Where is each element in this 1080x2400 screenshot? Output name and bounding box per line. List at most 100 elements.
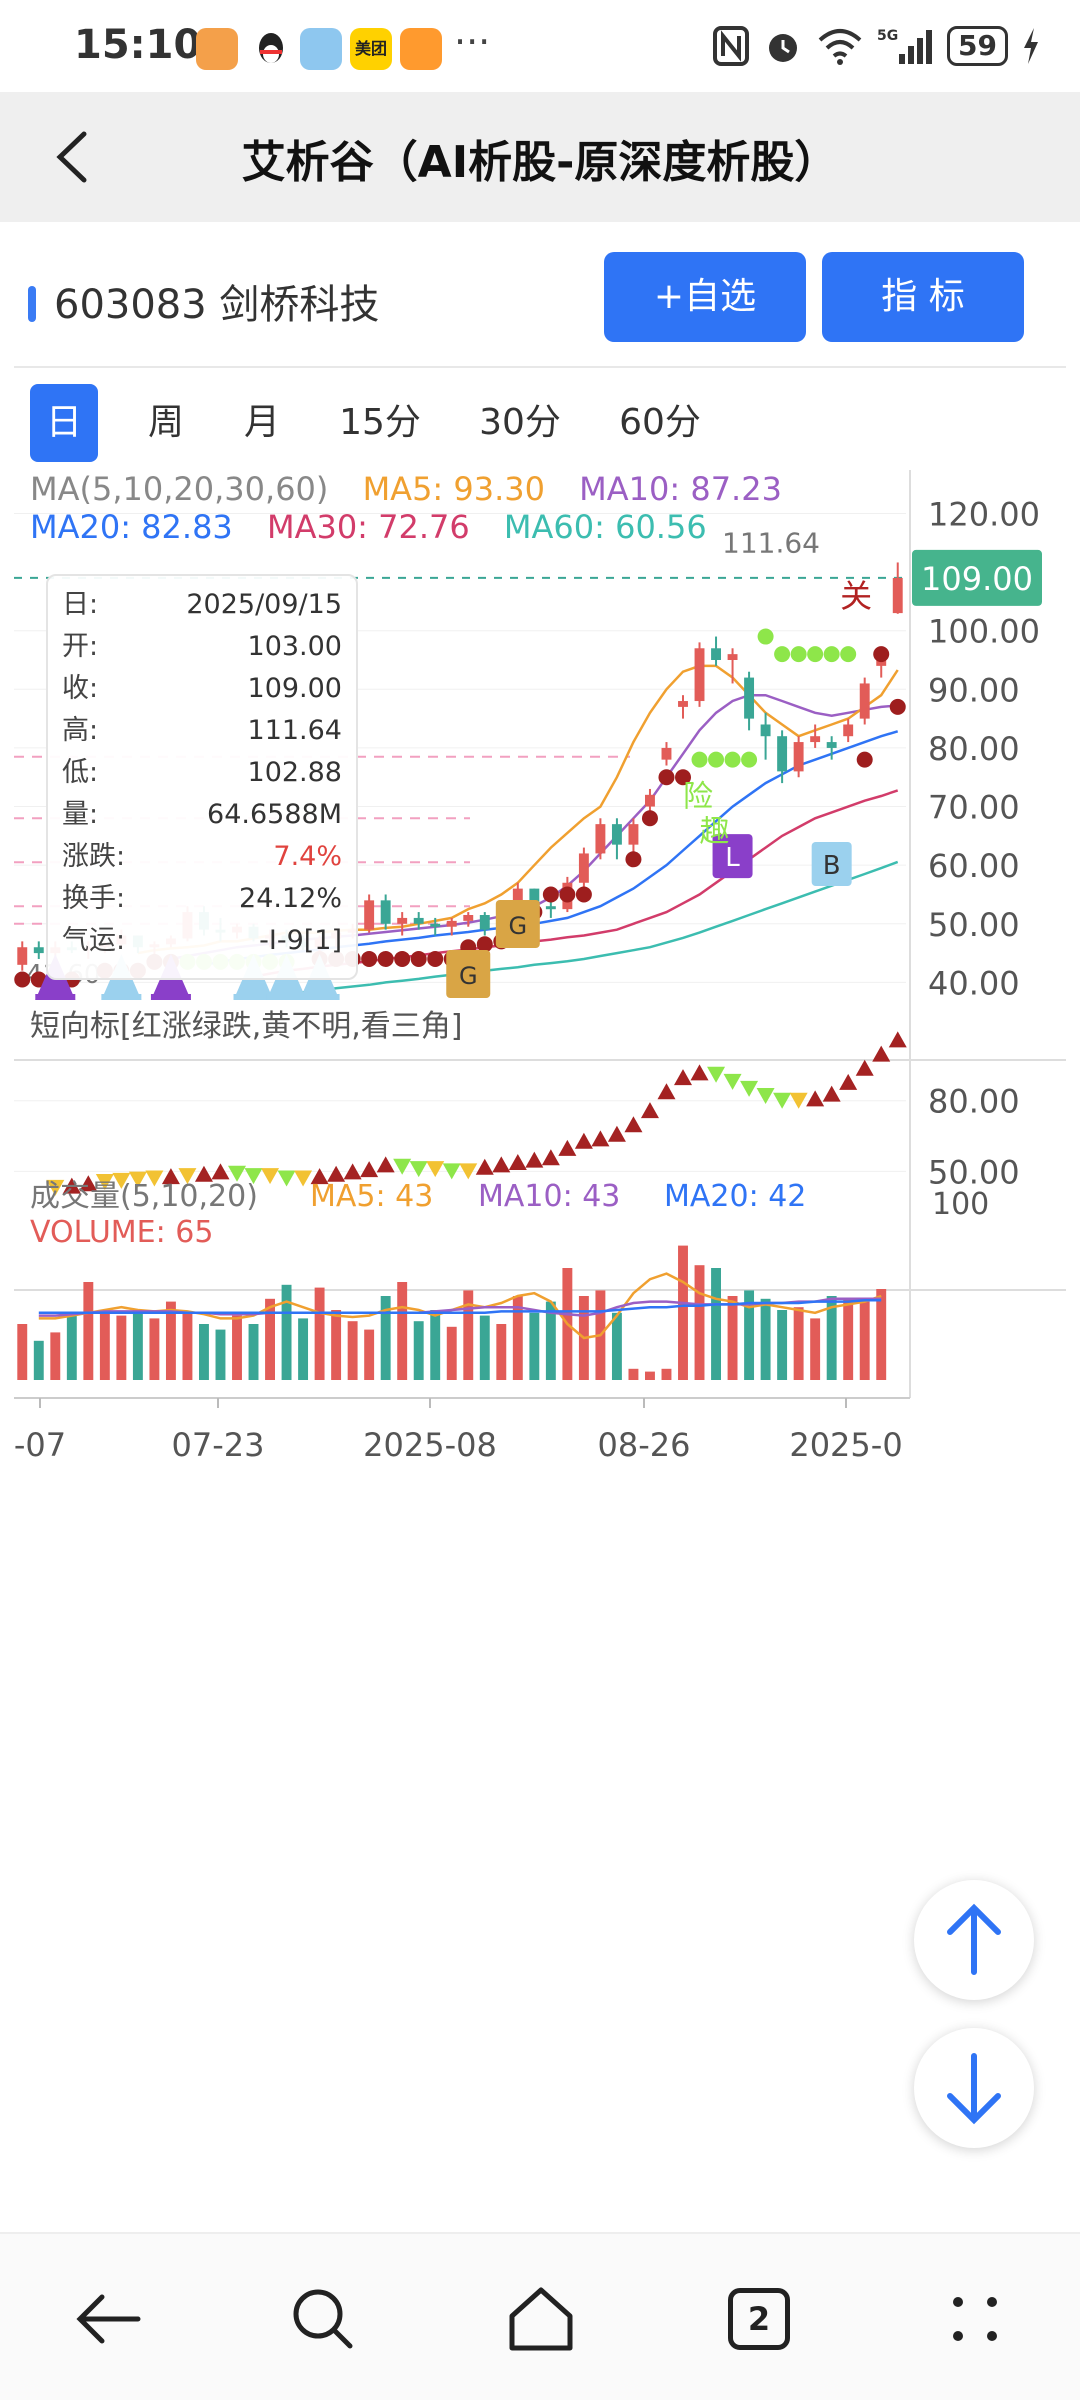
green-signal-dot xyxy=(823,646,840,663)
nav-menu-button[interactable] xyxy=(920,2264,1030,2374)
candle-body xyxy=(413,917,424,924)
candle-body xyxy=(826,742,837,748)
info-row: 气运: -I-9[1] xyxy=(62,920,342,962)
g-marker xyxy=(446,950,491,998)
meituan-icon: 美团 xyxy=(350,28,392,70)
volume-bar xyxy=(50,1332,61,1380)
indicator-triangle xyxy=(459,1163,478,1180)
volume-bar xyxy=(430,1310,441,1380)
volume-bar xyxy=(611,1312,622,1380)
candle-body xyxy=(793,742,804,772)
indicator-triangle xyxy=(294,1170,313,1187)
volume-bar xyxy=(215,1329,226,1380)
indicator-triangle xyxy=(145,1170,164,1187)
candle-body xyxy=(645,794,655,807)
nav-tabs-button[interactable]: 2 xyxy=(704,2264,814,2374)
page-title: 艾析谷（AI析股-原深度析股） xyxy=(241,137,839,188)
indicator-triangle xyxy=(178,1168,197,1185)
add-watchlist-button[interactable]: +自选 xyxy=(604,252,806,342)
info-key: 高: xyxy=(62,715,99,746)
volume-bar xyxy=(545,1301,556,1380)
price-tick-label: 70.00 xyxy=(928,789,1020,827)
candle-body xyxy=(694,648,705,702)
volume-tick-label: 100 xyxy=(932,1187,989,1222)
volume-bar xyxy=(711,1268,721,1380)
tab-60min[interactable]: 60分 xyxy=(619,402,701,443)
volume-bar xyxy=(265,1298,275,1380)
ma60-line xyxy=(286,860,899,996)
tab-month[interactable]: 月 xyxy=(243,402,280,443)
tab-30min[interactable]: 30分 xyxy=(479,402,561,443)
indicator-triangle xyxy=(657,1083,676,1100)
volume-bar xyxy=(83,1282,94,1380)
candle-body xyxy=(711,648,721,660)
candle-body xyxy=(479,915,490,930)
indicator-triangle xyxy=(343,1163,362,1180)
ma30-label: MA30: 72.76 xyxy=(266,508,470,546)
nav-home-button[interactable] xyxy=(486,2264,596,2374)
info-row: 日: 2025/09/15 xyxy=(62,584,342,626)
charging-icon xyxy=(1024,28,1038,64)
green-signal-dot xyxy=(724,751,741,768)
candle-body xyxy=(611,824,622,845)
price-tick-label: 60.00 xyxy=(928,847,1020,885)
tab-week[interactable]: 周 xyxy=(147,402,184,443)
indicator-triangle xyxy=(740,1080,759,1097)
date-tick-label: 08-26 xyxy=(598,1426,691,1464)
indicator-triangle xyxy=(310,1168,329,1185)
volume-bar xyxy=(463,1290,474,1380)
indicator-triangle xyxy=(789,1092,808,1109)
nav-search-button[interactable] xyxy=(268,2264,378,2374)
signal-triangle-base xyxy=(266,994,307,1000)
period-tabs: 日 周 月 15分 30分 60分 xyxy=(30,384,750,464)
green-signal-dot xyxy=(708,751,725,768)
candle-body xyxy=(529,888,540,907)
volume-bar xyxy=(380,1296,391,1380)
tab-15min[interactable]: 15分 xyxy=(339,402,421,443)
info-value: 2025/09/15 xyxy=(186,589,342,620)
info-row: 开: 103.00 xyxy=(62,626,342,668)
candle-body xyxy=(545,906,556,910)
indicator-triangle xyxy=(541,1149,560,1166)
signal-dot xyxy=(575,886,592,903)
tab-day[interactable]: 日 xyxy=(30,384,98,462)
green-signal-dot xyxy=(840,646,857,663)
volume-bar xyxy=(182,1312,193,1380)
signal-dot xyxy=(410,950,427,967)
signal-dot xyxy=(873,646,890,663)
candle-body xyxy=(892,577,903,614)
indicator-triangle xyxy=(244,1168,263,1185)
candle-body xyxy=(446,920,457,927)
weather-icon xyxy=(300,28,342,70)
back-button[interactable] xyxy=(30,112,120,202)
nav-back-button[interactable] xyxy=(52,2264,162,2374)
volume-bar xyxy=(99,1310,110,1380)
candle-body xyxy=(397,917,408,924)
green-signal-dot xyxy=(807,646,824,663)
indicator-button[interactable]: 指 标 xyxy=(822,252,1024,342)
more-notifications-icon: ··· xyxy=(454,20,491,64)
stock-chart[interactable]: 120.00 100.00 90.00 80.00 70.00 60.00 50.00 40.… xyxy=(0,470,1080,2170)
price-tick-label: 120.00 xyxy=(928,495,1040,533)
signal-dot xyxy=(394,950,411,967)
ma60-label: MA60: 60.56 xyxy=(503,508,707,546)
candle-body xyxy=(859,683,870,719)
info-row: 收: 109.00 xyxy=(62,668,342,710)
candle-info-box: 日: 2025/09/15 开: 103.00 收: 109.00 高: 111.64 … xyxy=(46,574,358,980)
volume-bar xyxy=(744,1290,755,1380)
scroll-down-button[interactable] xyxy=(914,2028,1034,2148)
l-marker xyxy=(712,834,753,879)
indicator-triangle xyxy=(773,1092,792,1109)
indicator-triangle xyxy=(79,1175,98,1192)
scroll-up-button[interactable] xyxy=(914,1880,1034,2000)
volume-bar xyxy=(116,1315,127,1380)
indicator-triangle xyxy=(442,1163,461,1180)
date-tick-label: 2025-08 xyxy=(363,1426,497,1464)
arrow-down-icon xyxy=(947,2053,1001,2125)
volume-bar xyxy=(678,1245,688,1380)
b-marker-label: B xyxy=(823,851,841,881)
info-value: 103.00 xyxy=(247,631,342,662)
indicator-tick-label: 50.00 xyxy=(928,1153,1020,1191)
stock-name: 603083 剑桥科技 xyxy=(28,272,379,330)
indicator-triangle xyxy=(640,1102,659,1119)
